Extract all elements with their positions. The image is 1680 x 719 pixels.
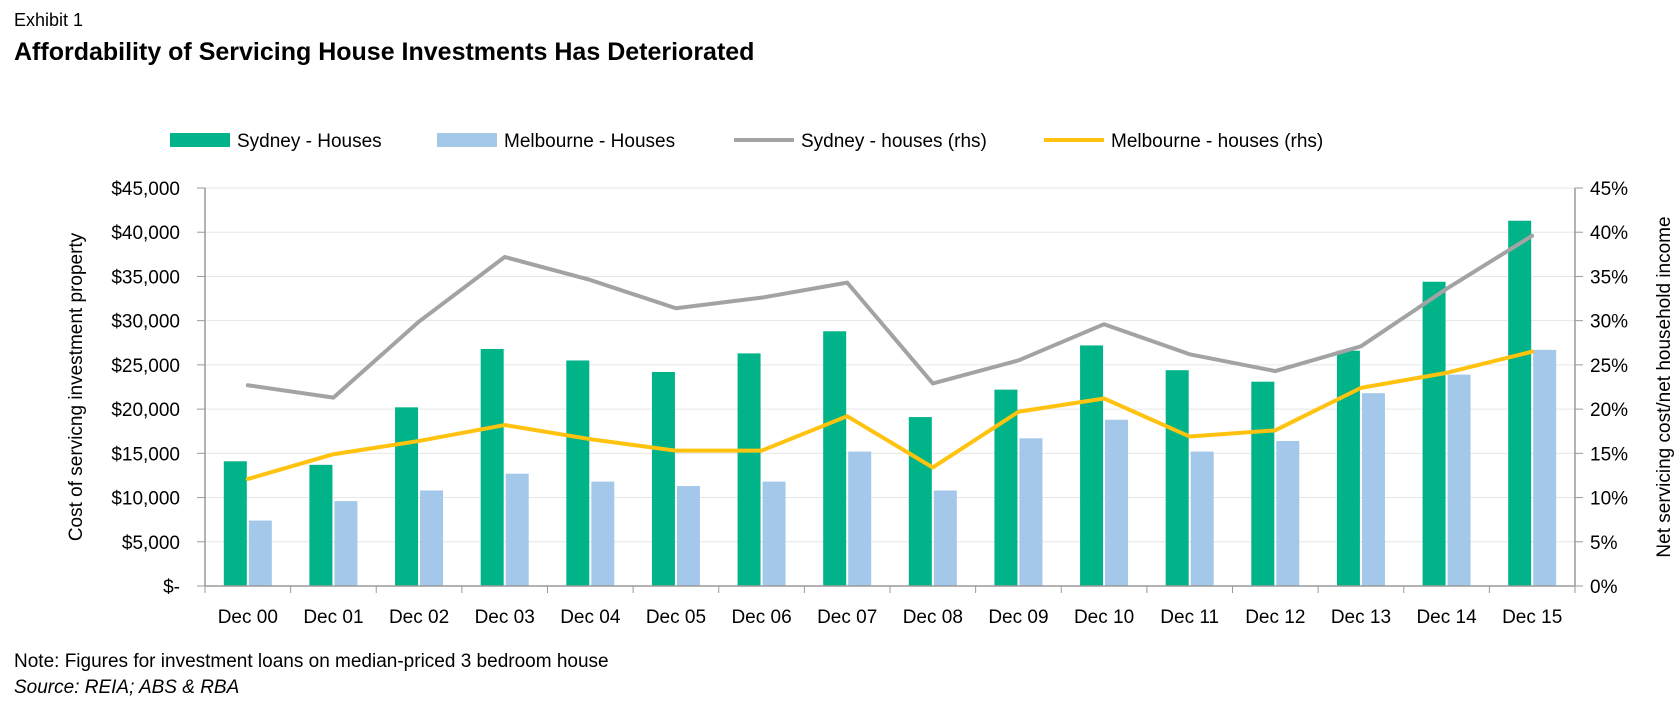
y2-tick-label: 45%	[1590, 179, 1628, 200]
x-tick-label: Dec 08	[903, 607, 963, 628]
legend-swatch	[170, 133, 230, 147]
y-tick-label: $25,000	[111, 356, 180, 377]
x-tick-label: Dec 03	[475, 607, 535, 628]
bar-melbourne	[1019, 438, 1043, 586]
bar-melbourne	[1276, 440, 1300, 586]
bar-melbourne	[334, 501, 358, 586]
bar-sydney	[1508, 220, 1532, 587]
y2-tick-label: 30%	[1590, 312, 1628, 333]
bar-melbourne	[848, 451, 872, 586]
y-tick-label: $40,000	[111, 223, 180, 244]
x-tick-label: Dec 14	[1416, 607, 1477, 628]
x-tick-label: Dec 12	[1245, 607, 1305, 628]
bar-melbourne	[248, 520, 272, 586]
y2-axis-title: Net servicing cost/net household income	[1654, 216, 1675, 557]
footnote: Note: Figures for investment loans on me…	[14, 651, 609, 672]
bar-melbourne	[1190, 451, 1214, 586]
bar-sydney	[823, 331, 847, 586]
y2-tick-label: 40%	[1590, 223, 1628, 244]
x-tick-label: Dec 06	[731, 607, 791, 628]
x-tick-label: Dec 11	[1160, 607, 1219, 628]
y-tick-label: $10,000	[111, 489, 180, 510]
bar-melbourne	[1361, 393, 1385, 586]
bar-sydney	[1165, 370, 1189, 586]
line-melbourne-rhs	[245, 349, 1535, 481]
legend: Sydney - Houses Melbourne - Houses Sydney …	[170, 131, 1323, 152]
bars	[223, 220, 1557, 587]
source-note: Source: REIA; ABS & RBA	[14, 677, 240, 698]
y2-tick-label: 10%	[1590, 489, 1628, 510]
y-tick-label: $15,000	[111, 444, 180, 465]
bar-sydney	[480, 348, 504, 586]
x-tick-label: Dec 01	[303, 607, 363, 628]
y2-tick-label: 5%	[1590, 533, 1618, 554]
legend-label: Sydney - Houses	[237, 131, 382, 152]
line-sydney-rhs	[245, 233, 1535, 400]
bar-melbourne	[1533, 349, 1557, 586]
y2-tick-label: 15%	[1590, 444, 1628, 465]
legend-label: Sydney - houses (rhs)	[801, 131, 987, 152]
y-axis-title: Cost of servicng investment property	[66, 232, 87, 541]
bar-sydney	[737, 353, 761, 586]
x-tick-label: Dec 04	[560, 607, 621, 628]
bar-sydney	[994, 389, 1018, 586]
bar-melbourne	[420, 490, 444, 586]
exhibit-label: Exhibit 1	[14, 10, 84, 30]
y-tick-label: $35,000	[111, 267, 180, 288]
y2-tick-label: 25%	[1590, 356, 1628, 377]
bar-melbourne	[505, 473, 529, 586]
legend-label: Melbourne - houses (rhs)	[1111, 131, 1323, 152]
y-tick-label: $20,000	[111, 400, 180, 421]
bar-melbourne	[1447, 374, 1471, 586]
x-tick-label: Dec 07	[817, 607, 877, 628]
x-tick-label: Dec 02	[389, 607, 449, 628]
bar-melbourne	[591, 481, 615, 586]
legend-swatch	[437, 133, 497, 147]
bar-sydney	[1080, 345, 1104, 586]
x-tick-label: Dec 13	[1331, 607, 1391, 628]
x-tick-label: Dec 10	[1074, 607, 1134, 628]
x-tick-label: Dec 05	[646, 607, 706, 628]
bar-sydney	[1422, 281, 1446, 586]
bar-melbourne	[1105, 419, 1129, 586]
lines	[245, 233, 1535, 481]
bar-melbourne	[933, 490, 957, 586]
bar-sydney	[309, 464, 333, 586]
bar-sydney	[1336, 350, 1360, 586]
y2-tick-label: 0%	[1590, 577, 1618, 598]
y2-tick-label: 20%	[1590, 400, 1628, 421]
bar-sydney	[223, 461, 247, 586]
chart-title: Affordability of Servicing House Investm…	[14, 38, 755, 66]
bar-melbourne	[762, 481, 786, 586]
bar-melbourne	[676, 486, 700, 586]
y-tick-label: $45,000	[111, 179, 180, 200]
y-tick-label: $5,000	[122, 533, 180, 554]
bar-sydney	[1251, 381, 1275, 586]
axes: $- $5,000 $10,000 $15,000 $20,000 $25,000 $30,…	[66, 179, 1675, 628]
y2-tick-label: 35%	[1590, 267, 1628, 288]
y-tick-label: $-	[163, 577, 180, 598]
bar-sydney	[908, 417, 932, 586]
x-tick-label: Dec 00	[218, 607, 278, 628]
y-tick-label: $30,000	[111, 312, 180, 333]
x-tick-label: Dec 09	[988, 607, 1048, 628]
bar-sydney	[395, 407, 419, 586]
legend-label: Melbourne - Houses	[504, 131, 675, 152]
bar-sydney	[566, 360, 590, 586]
bar-sydney	[651, 371, 675, 586]
x-tick-label: Dec 15	[1502, 607, 1562, 628]
